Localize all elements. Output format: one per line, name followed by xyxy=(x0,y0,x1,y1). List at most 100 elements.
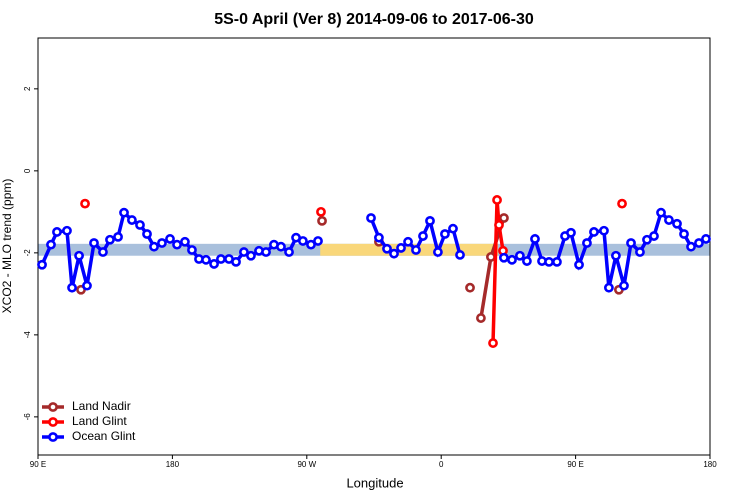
data-point xyxy=(389,248,399,259)
plot-frame xyxy=(37,37,711,456)
data-point xyxy=(694,238,704,248)
data-point xyxy=(448,223,458,234)
x-tick-label: 90 E xyxy=(567,460,583,469)
data-point xyxy=(433,247,443,257)
data-point xyxy=(488,338,498,348)
data-point xyxy=(316,206,326,217)
data-point xyxy=(231,256,241,267)
data-point xyxy=(574,259,584,270)
land-band xyxy=(320,243,498,256)
data-point xyxy=(649,231,659,241)
data-point xyxy=(276,241,286,252)
data-point xyxy=(403,236,413,247)
data-point xyxy=(552,256,562,267)
data-point xyxy=(656,207,666,218)
data-point xyxy=(80,198,90,209)
data-point xyxy=(455,250,465,260)
data-point xyxy=(617,198,627,209)
x-tick-label: 90 W xyxy=(297,460,316,469)
y-tick-label: -2 xyxy=(23,249,32,257)
data-point xyxy=(619,280,629,291)
data-point xyxy=(209,259,219,269)
data-point xyxy=(679,229,689,239)
data-point xyxy=(306,239,316,250)
data-point xyxy=(494,220,504,230)
data-point xyxy=(599,225,609,236)
y-tick-label: -6 xyxy=(23,413,32,421)
legend-label: Land Nadir xyxy=(72,399,131,413)
data-point xyxy=(672,218,682,229)
legend-label: Land Glint xyxy=(72,414,127,428)
legend-marker xyxy=(48,417,58,427)
data-point xyxy=(62,225,72,236)
data-point xyxy=(611,250,621,261)
data-point xyxy=(82,280,92,291)
y-tick-label: 2 xyxy=(23,86,32,91)
data-point xyxy=(514,250,525,261)
data-point xyxy=(686,241,696,252)
data-point xyxy=(530,234,540,244)
data-point xyxy=(46,239,56,250)
data-point xyxy=(507,254,517,265)
data-point xyxy=(157,238,167,248)
data-point xyxy=(52,227,62,237)
data-point xyxy=(239,247,249,257)
data-point xyxy=(566,227,576,238)
data-point xyxy=(37,259,47,270)
data-point xyxy=(374,232,384,243)
y-tick-label: -4 xyxy=(23,331,32,339)
x-tick-label: 180 xyxy=(166,460,180,469)
data-point xyxy=(67,282,77,293)
data-point xyxy=(180,236,190,247)
x-tick-label: 180 xyxy=(703,460,717,469)
data-point xyxy=(98,247,108,257)
data-point xyxy=(119,207,129,218)
data-point xyxy=(544,256,554,267)
x-axis-label: Longitude xyxy=(346,475,403,490)
data-point xyxy=(642,234,652,245)
data-point xyxy=(113,231,123,242)
data-point xyxy=(499,213,509,223)
data-point xyxy=(465,282,475,293)
data-point xyxy=(582,238,592,248)
data-point xyxy=(149,241,159,252)
data-point xyxy=(396,243,406,253)
data-point xyxy=(492,195,502,205)
data-point xyxy=(317,215,327,226)
data-point xyxy=(201,254,211,265)
y-axis-label: XCO2 - MLO trend (ppm) xyxy=(0,179,14,314)
data-point xyxy=(165,234,175,244)
data-point xyxy=(135,220,145,230)
data-point xyxy=(604,282,614,293)
x-tick-label: 0 xyxy=(439,460,444,469)
data-point xyxy=(589,227,599,237)
data-point xyxy=(284,247,294,257)
data-point xyxy=(105,234,115,245)
data-point xyxy=(261,247,271,257)
series-line xyxy=(491,199,505,344)
data-point xyxy=(172,239,182,250)
data-point xyxy=(701,234,711,244)
data-point xyxy=(366,213,376,223)
data-point xyxy=(626,238,636,248)
data-point xyxy=(246,250,256,261)
data-point xyxy=(635,247,645,257)
data-point xyxy=(476,313,486,323)
data-point xyxy=(411,245,421,255)
data-point xyxy=(522,256,532,266)
data-point xyxy=(425,215,435,226)
data-point xyxy=(486,252,496,262)
legend-label: Ocean Glint xyxy=(72,429,136,443)
data-point xyxy=(142,229,152,239)
data-point xyxy=(418,231,428,241)
data-point xyxy=(298,236,308,246)
data-point xyxy=(127,215,137,225)
data-point xyxy=(74,250,84,261)
x-tick-label: 90 E xyxy=(30,460,46,469)
data-point xyxy=(382,243,392,254)
data-point xyxy=(187,245,197,255)
data-point xyxy=(664,215,674,225)
legend-marker xyxy=(48,402,58,412)
data-point xyxy=(440,229,450,239)
